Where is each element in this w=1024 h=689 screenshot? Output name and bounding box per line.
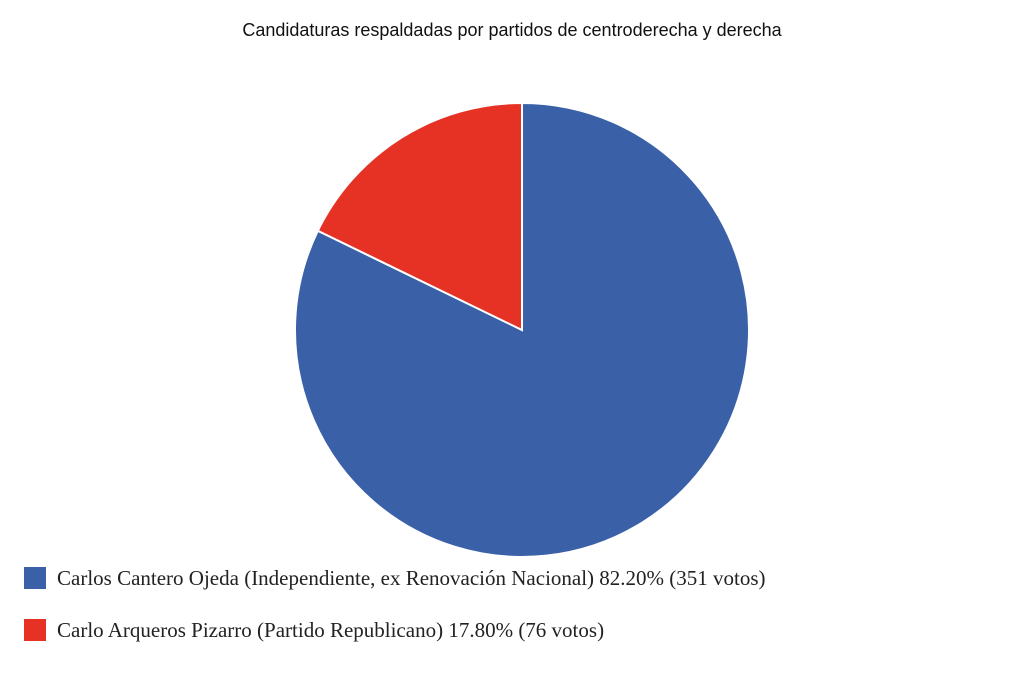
legend: Carlos Cantero Ojeda (Independiente, ex …	[24, 563, 766, 645]
chart-title: Candidaturas respaldadas por partidos de…	[242, 20, 782, 40]
legend-label: Carlos Cantero Ojeda (Independiente, ex …	[57, 565, 766, 590]
legend-item-cantero: Carlos Cantero Ojeda (Independiente, ex …	[24, 563, 766, 593]
pie-slice-1	[316, 101, 523, 332]
legend-item-arqueros: Carlo Arqueros Pizarro (Partido Republic…	[24, 615, 766, 645]
legend-label: Carlo Arqueros Pizarro (Partido Republic…	[57, 617, 605, 642]
legend-swatch-red	[24, 619, 46, 641]
legend-swatch-blue	[24, 567, 46, 589]
